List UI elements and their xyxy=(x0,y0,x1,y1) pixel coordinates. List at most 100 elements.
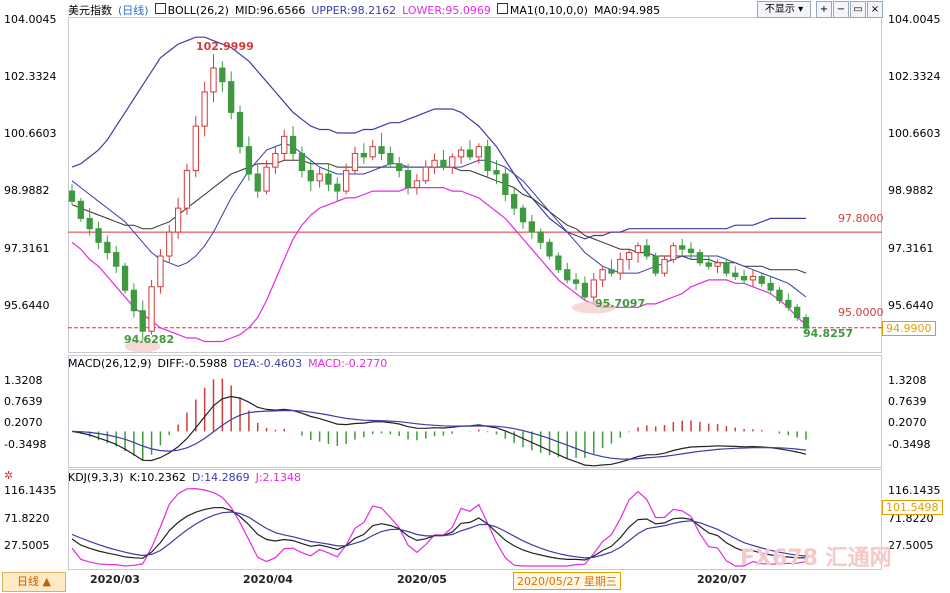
local-low-highlight xyxy=(571,301,616,314)
macd-y-tick-label: 0.2070 xyxy=(888,416,927,430)
minus-icon[interactable]: − xyxy=(833,1,849,18)
period-label: (日线) xyxy=(118,4,149,17)
candle-body xyxy=(537,231,544,243)
candle-body xyxy=(378,146,385,154)
candle-body xyxy=(679,245,686,250)
last-low-annotation: 94.8257 xyxy=(803,327,854,340)
candle-body xyxy=(732,272,739,278)
macd-diff-line xyxy=(71,395,807,467)
candle-body xyxy=(121,265,129,291)
candle-body xyxy=(555,255,562,271)
boll-lower-line xyxy=(71,187,807,343)
candle-body xyxy=(431,159,438,168)
candle-body xyxy=(440,159,447,168)
kdj-y-tick-label: 116.1435 xyxy=(4,484,57,498)
price-y-tick-label: 100.6603 xyxy=(888,127,941,141)
period-selector-label: 日线 xyxy=(17,575,40,588)
mid-label: MID:96.6566 xyxy=(234,4,306,17)
high-annotation: 102.9999 xyxy=(196,40,254,53)
candle-body xyxy=(325,173,332,185)
settings-icon[interactable]: ▭ xyxy=(850,1,866,18)
candle-body xyxy=(599,269,606,281)
candle-body xyxy=(157,255,164,288)
kdj-header: KDJ(9,3,3) K:10.2362 D:14.2869 J:2.1348 xyxy=(68,471,307,484)
candle-body xyxy=(351,152,359,172)
macd-header: MACD(26,12,9) DIFF:-0.5988 DEA:-0.4603 MACD… xyxy=(68,357,393,370)
candle-body xyxy=(670,245,677,260)
candle-body xyxy=(581,282,589,298)
candle-body xyxy=(68,190,76,202)
candle-body xyxy=(254,173,261,192)
price-layer xyxy=(68,36,882,353)
price-y-tick-label: 95.6440 xyxy=(888,298,934,312)
candle-body xyxy=(608,269,615,274)
candle-body xyxy=(139,310,146,332)
candle-body xyxy=(572,279,580,284)
price-y-tick-label: 100.6603 xyxy=(4,127,57,141)
display-dropdown[interactable]: 不显示 ▾ xyxy=(757,1,811,18)
candle-body xyxy=(749,276,757,281)
candle-body xyxy=(740,276,748,281)
macd-layer xyxy=(71,378,807,467)
candle-body xyxy=(528,221,536,233)
ma-toggle-icon[interactable] xyxy=(496,3,508,14)
ma-label: MA1(0,10,0,0) xyxy=(509,4,588,17)
macd-y-tick-label: 0.2070 xyxy=(4,416,43,430)
candle-body xyxy=(201,91,208,127)
kdj-d-label: D:14.2869 xyxy=(191,471,250,484)
candle-body xyxy=(422,166,429,182)
kdj-current-tag: 101.5498 xyxy=(882,500,943,515)
price-panel-frame xyxy=(68,17,882,353)
macd-title: MACD(26,12,9) xyxy=(68,357,152,370)
candle-body xyxy=(484,146,491,172)
macd-dea-line xyxy=(71,410,807,460)
macd-dea-label: DEA:-0.4603 xyxy=(233,357,303,370)
candle-body xyxy=(95,228,102,243)
candle-body xyxy=(272,152,279,168)
candle-body xyxy=(661,258,668,274)
period-selector[interactable]: 日线 ▲ xyxy=(2,572,66,592)
price-y-tick-label: 104.0045 xyxy=(888,13,941,26)
candle-body xyxy=(457,149,465,158)
boll-toggle-icon[interactable] xyxy=(154,3,166,14)
candle-body xyxy=(758,276,765,284)
candle-body xyxy=(652,255,659,274)
kdj-k-label: K:10.2362 xyxy=(129,471,186,484)
add-icon[interactable]: + xyxy=(816,1,832,18)
price-y-tick-label: 98.9882 xyxy=(4,184,50,198)
candle-body xyxy=(174,207,182,233)
price-y-tick-label: 104.0045 xyxy=(4,13,57,26)
low-annotation: 94.6282 xyxy=(124,333,175,346)
candle-body xyxy=(475,146,482,158)
level-upper-label: 97.8000 xyxy=(838,212,884,225)
candle-body xyxy=(705,262,712,267)
candle-body xyxy=(342,170,350,192)
candle-body xyxy=(396,163,403,172)
display-dropdown-label: 不显示 xyxy=(764,4,795,15)
candle-body xyxy=(307,170,314,182)
candle-body xyxy=(387,152,394,165)
candle-body xyxy=(210,67,217,93)
candle-body xyxy=(617,258,624,274)
price-y-tick-label: 95.6440 xyxy=(4,298,50,312)
candle-body xyxy=(334,183,341,192)
close-icon[interactable]: × xyxy=(867,1,883,18)
kdj-panel-icon[interactable]: ✲ xyxy=(4,469,14,482)
candle-body xyxy=(236,111,244,148)
candle-body xyxy=(369,146,376,158)
kdj-y-tick-label: 71.8220 xyxy=(4,511,50,525)
price-header: 美元指数 (日线) BOLL(26,2) MID:96.6566 UPPER:98.21… xyxy=(68,2,666,18)
candle-body xyxy=(228,81,235,113)
x-tick-label: 2020/07 xyxy=(697,573,747,586)
instrument-title: 美元指数 xyxy=(68,4,112,17)
candle-body xyxy=(148,286,155,332)
candle-body xyxy=(113,252,120,267)
macd-y-tick-label: 1.3208 xyxy=(4,373,43,387)
kdj-y-tick-label: 27.5005 xyxy=(4,538,50,552)
lower-label: LOWER:95.0969 xyxy=(402,4,491,17)
candle-body xyxy=(104,241,111,254)
candle-body xyxy=(86,217,93,230)
candle-body xyxy=(546,241,553,257)
candle-body xyxy=(643,245,650,257)
candle-body xyxy=(77,200,84,219)
